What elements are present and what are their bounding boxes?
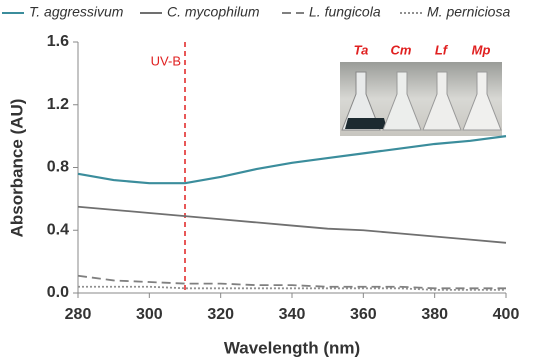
x-tick-label: 360 [350, 306, 377, 323]
series-line [77, 205, 507, 244]
inset-label: Lf [435, 42, 449, 57]
series-line [77, 274, 506, 290]
annotation-label: UV-B [151, 53, 181, 68]
x-tick-label: 320 [207, 306, 234, 323]
inset-label: Mp [472, 42, 491, 57]
series-line [77, 135, 507, 185]
x-axis-label: Wavelength (nm) [224, 338, 360, 357]
x-tick-label: 340 [279, 306, 306, 323]
y-tick-label: 1.2 [47, 96, 69, 113]
x-tick-label: 380 [421, 306, 448, 323]
inset-label: Cm [391, 42, 412, 57]
y-tick-label: 0.8 [47, 159, 69, 176]
legend-label: C. mycophilum [167, 4, 260, 20]
y-tick-label: 0.4 [47, 221, 69, 238]
x-tick-label: 400 [493, 306, 520, 323]
y-axis-label: Absorbance (AU) [7, 99, 26, 238]
legend-label: T. aggressivum [29, 4, 124, 20]
inset-photo [340, 62, 502, 136]
legend-label: M. perniciosa [427, 4, 510, 20]
y-tick-label: 0.0 [47, 284, 69, 301]
x-tick-label: 280 [65, 306, 92, 323]
inset-label: Ta [354, 42, 369, 57]
x-tick-label: 300 [136, 306, 163, 323]
legend-label: L. fungicola [309, 4, 381, 20]
series-line [78, 285, 506, 291]
y-tick-label: 1.6 [47, 33, 69, 50]
